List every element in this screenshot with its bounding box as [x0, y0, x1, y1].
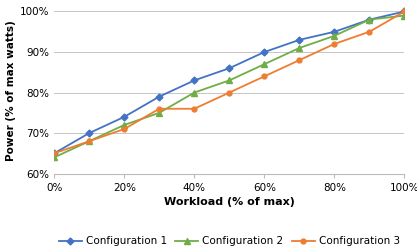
Configuration 2: [402, 14, 407, 17]
Configuration 2: [192, 91, 197, 94]
Configuration 2: [297, 46, 302, 49]
Line: Configuration 3: Configuration 3: [52, 9, 407, 156]
Line: Configuration 1: Configuration 1: [52, 9, 407, 156]
Configuration 2: [52, 156, 57, 159]
Configuration 1: [332, 30, 337, 33]
Configuration 2: [367, 18, 372, 21]
Configuration 3: [122, 127, 127, 130]
Configuration 2: [87, 140, 92, 143]
Configuration 1: [262, 51, 267, 54]
Configuration 3: [52, 152, 57, 155]
Configuration 1: [157, 95, 162, 98]
Configuration 1: [87, 132, 92, 135]
Line: Configuration 2: Configuration 2: [51, 12, 407, 160]
Configuration 3: [227, 91, 232, 94]
Configuration 1: [192, 79, 197, 82]
Configuration 2: [262, 63, 267, 66]
Configuration 3: [87, 140, 92, 143]
X-axis label: Workload (% of max): Workload (% of max): [164, 197, 295, 207]
Configuration 1: [297, 38, 302, 41]
Configuration 2: [157, 111, 162, 114]
Configuration 1: [122, 115, 127, 118]
Configuration 3: [367, 30, 372, 33]
Configuration 3: [332, 42, 337, 45]
Configuration 1: [367, 18, 372, 21]
Configuration 1: [52, 152, 57, 155]
Configuration 2: [332, 34, 337, 37]
Configuration 3: [297, 59, 302, 62]
Legend: Configuration 1, Configuration 2, Configuration 3: Configuration 1, Configuration 2, Config…: [55, 232, 404, 248]
Configuration 3: [192, 107, 197, 110]
Configuration 3: [402, 10, 407, 13]
Configuration 3: [157, 107, 162, 110]
Y-axis label: Power (% of max watts): Power (% of max watts): [6, 20, 16, 161]
Configuration 3: [262, 75, 267, 78]
Configuration 1: [402, 10, 407, 13]
Configuration 2: [227, 79, 232, 82]
Configuration 2: [122, 124, 127, 126]
Configuration 1: [227, 67, 232, 70]
